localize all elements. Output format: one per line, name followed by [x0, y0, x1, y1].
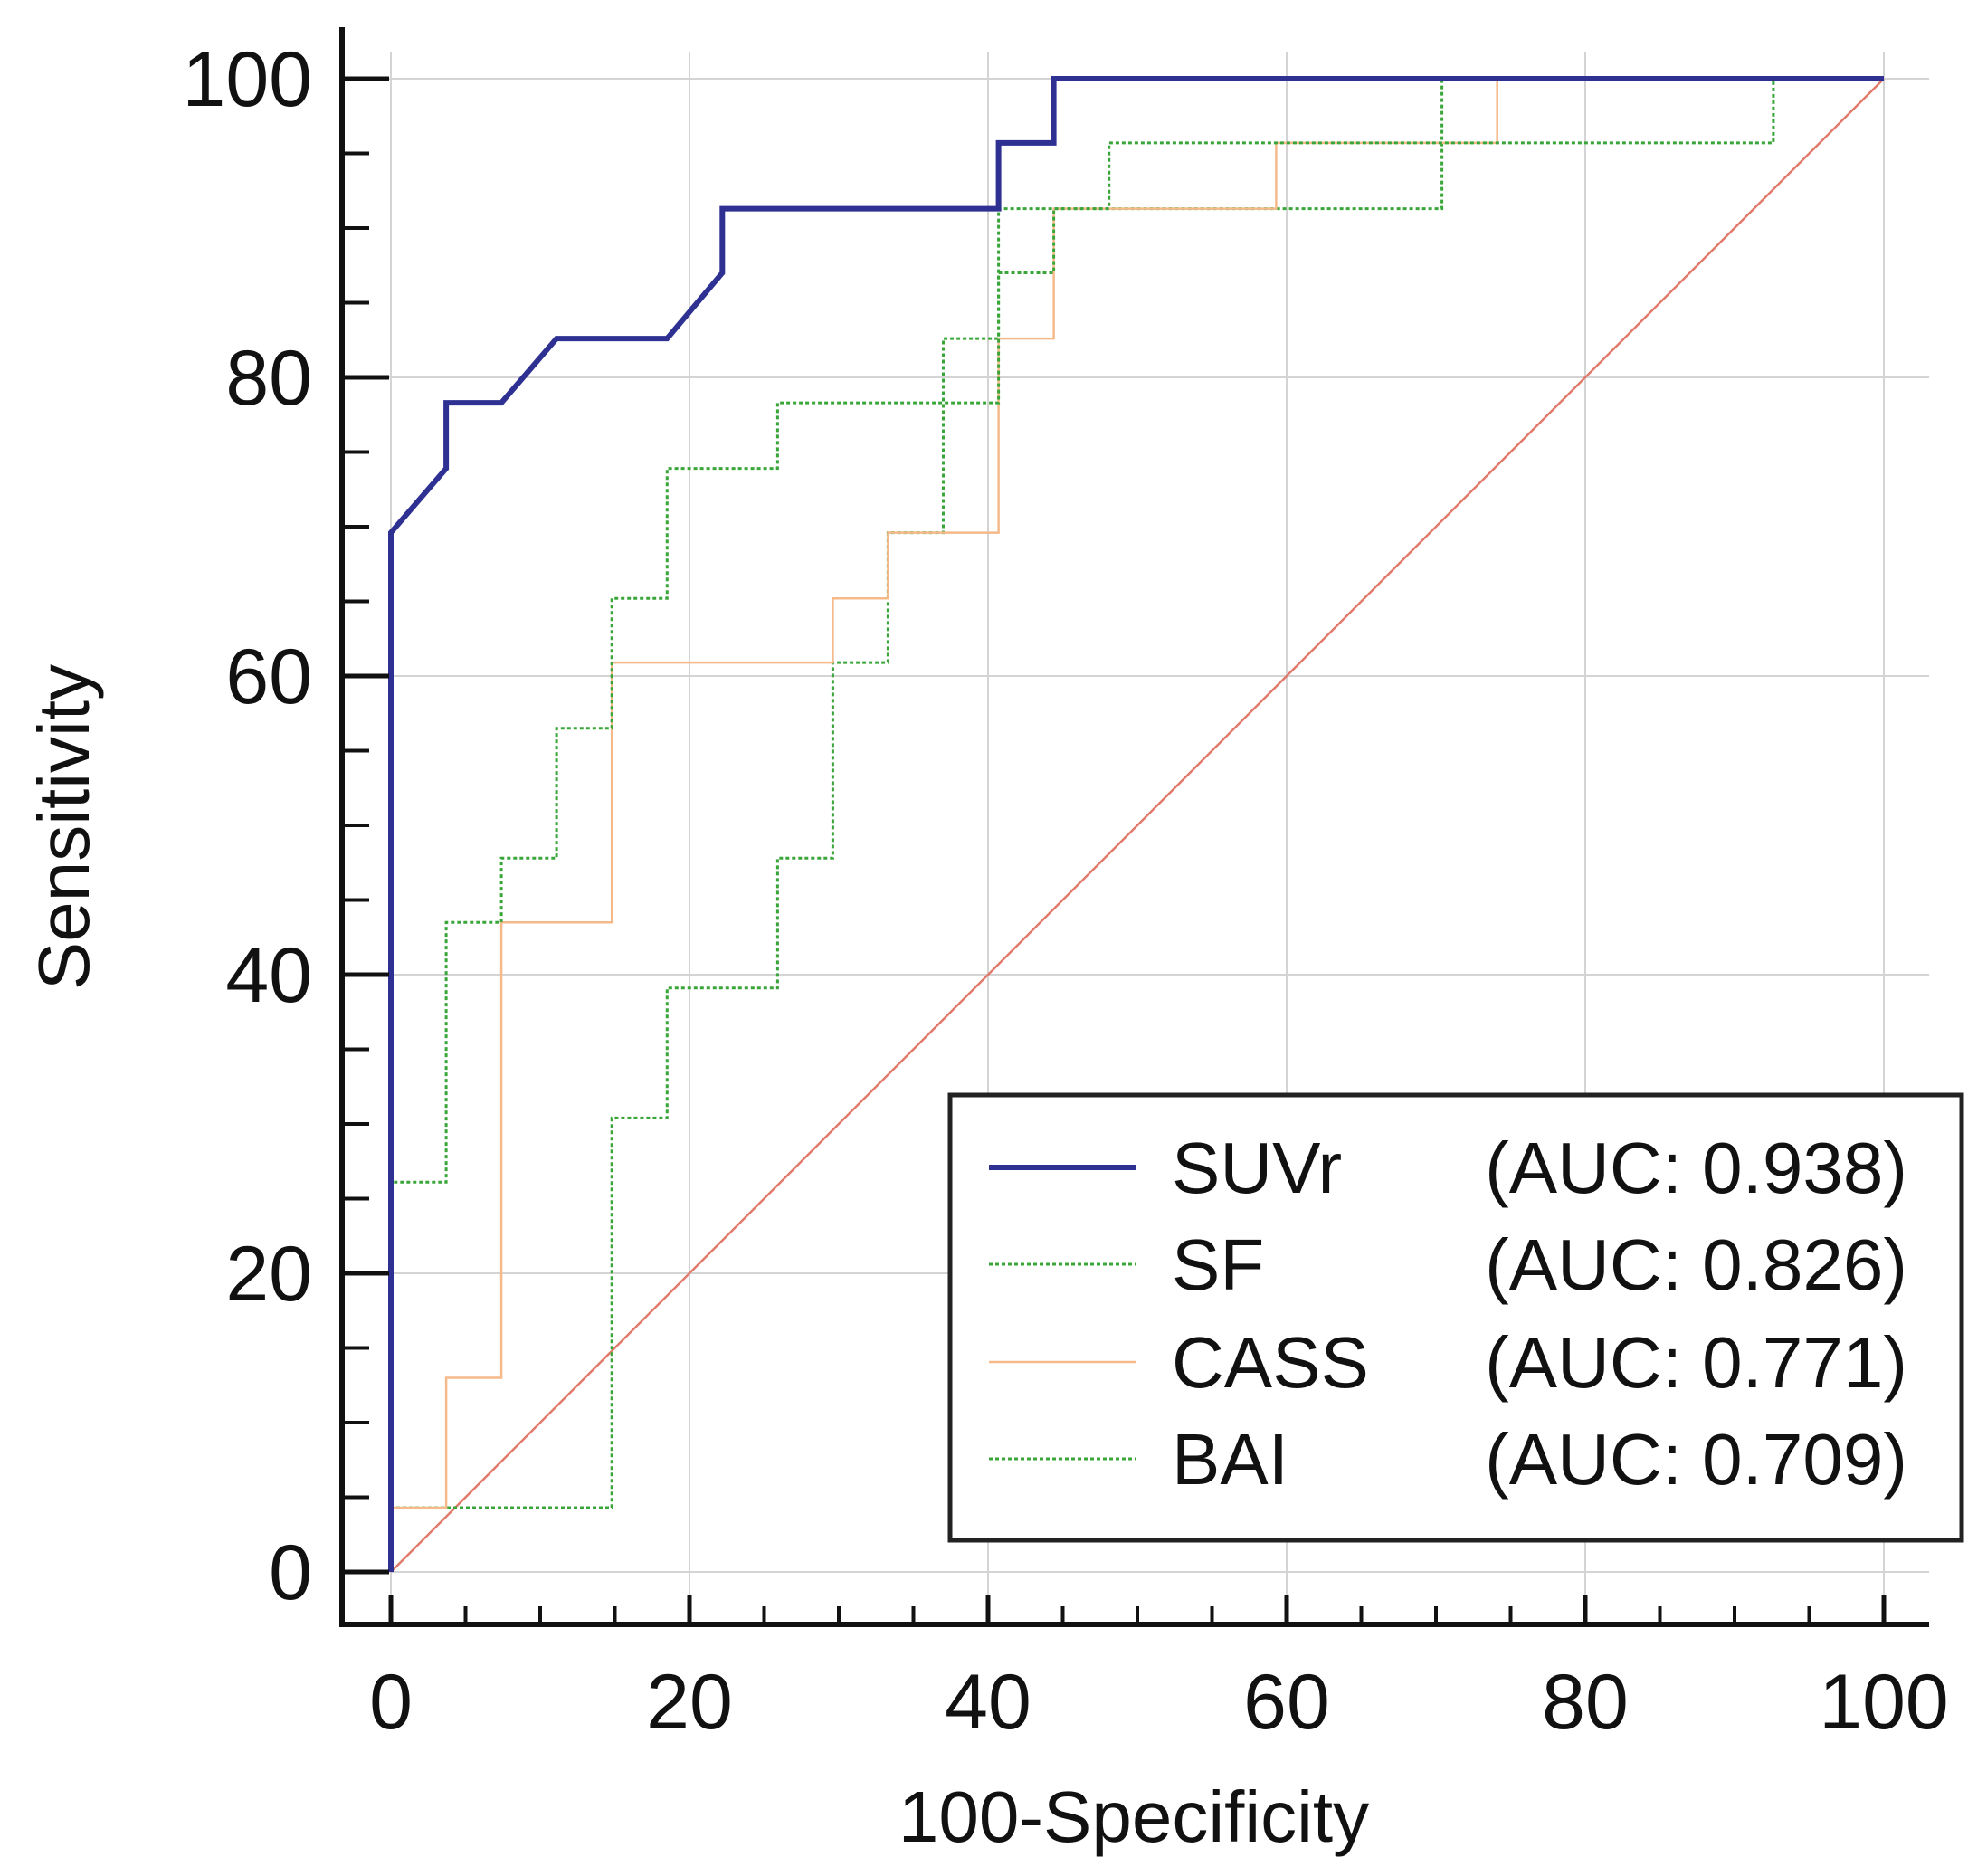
legend-auc-cass: (AUC: 0.771)	[1485, 1322, 1907, 1403]
legend-auc-suvr: (AUC: 0.938)	[1485, 1128, 1907, 1208]
y-tick-label: 0	[269, 1529, 312, 1616]
y-tick-label: 40	[225, 932, 312, 1019]
y-tick-label: 20	[225, 1231, 312, 1318]
x-tick-label: 0	[369, 1659, 413, 1746]
x-tick-label: 80	[1542, 1659, 1629, 1746]
x-tick-label: 60	[1243, 1659, 1330, 1746]
legend-label-bai: BAI	[1172, 1419, 1288, 1500]
roc-line-suvr	[388, 76, 1884, 1572]
legend-auc-sf: (AUC: 0.826)	[1485, 1224, 1907, 1305]
y-tick-label: 80	[225, 335, 312, 422]
roc-line-cass	[391, 77, 1884, 1509]
y-axis-label: Sensitivity	[24, 664, 104, 990]
y-tick-label: 100	[183, 36, 313, 123]
reference-diagonal-line	[390, 78, 1885, 1573]
roc-line-sf	[389, 77, 1884, 1572]
x-tick-label: 20	[646, 1659, 733, 1746]
legend-label-cass: CASS	[1172, 1322, 1369, 1403]
legend-label-sf: SF	[1172, 1224, 1264, 1305]
legend-auc-bai: (AUC: 0.709)	[1485, 1419, 1907, 1500]
series-group	[388, 76, 1884, 1572]
y-tick-label: 60	[225, 633, 312, 720]
legend-label-suvr: SUVr	[1172, 1128, 1342, 1208]
x-tick-label: 40	[945, 1659, 1032, 1746]
reference-line-group	[390, 78, 1885, 1573]
x-axis-label: 100-Specificity	[898, 1776, 1369, 1857]
tick-labels: 0 20 40 60 80 100 0 20 40 60 80 100	[183, 36, 1949, 1746]
axes	[339, 27, 1929, 1627]
x-tick-label: 100	[1819, 1659, 1949, 1746]
legend: SUVr (AUC: 0.938) SF (AUC: 0.826) CASS (AUC: …	[947, 1092, 1964, 1543]
